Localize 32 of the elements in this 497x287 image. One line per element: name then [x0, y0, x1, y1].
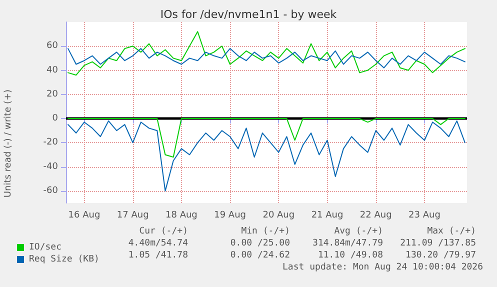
text: Max (-/+): [427, 226, 476, 236]
text: 0.00 /24.62: [230, 250, 290, 260]
x-tick-label: 19 Aug: [214, 210, 246, 220]
text: 314.84m/47.79: [312, 238, 383, 248]
y-tick-label: -60: [43, 186, 58, 196]
y-tick-label: 60: [46, 41, 58, 52]
x-tick-label: 17 Aug: [116, 210, 149, 220]
x-tick-label: 22 Aug: [360, 210, 392, 220]
text: Min (-/+): [241, 226, 290, 236]
text: Last update: Mon Aug 24 10:00:04 2026: [282, 262, 483, 272]
text: 11.10 /49.08: [318, 250, 383, 260]
x-tick-label: 20 Aug: [262, 210, 295, 220]
text: 0.00 /25.00: [230, 238, 290, 248]
x-tick-label: 18 Aug: [165, 210, 198, 220]
y-tick-label: 0: [52, 114, 58, 124]
y-tick-label: -40: [43, 162, 58, 172]
y-tick-label: -20: [43, 138, 58, 148]
y-tick-label: 20: [46, 89, 58, 100]
text: Avg (-/+): [334, 226, 383, 236]
x-tick-label: 23 Aug: [408, 210, 440, 220]
text: Cur (-/+): [139, 226, 188, 236]
legend-label: IO/sec: [29, 242, 62, 252]
x-tick-label: 21 Aug: [311, 210, 344, 220]
chart-title: IOs for /dev/nvme1n1 - by week: [160, 8, 338, 21]
text: 1.05 /41.78: [128, 250, 188, 260]
text: 4.40m/54.74: [128, 238, 188, 248]
y-tick-label: 40: [46, 65, 58, 76]
x-tick-label: 16 Aug: [68, 210, 100, 220]
text: 211.09 /137.85: [400, 238, 476, 248]
y-axis-title: Units read (-) / write (+): [4, 89, 14, 198]
legend-label: Req Size (KB): [29, 254, 100, 264]
text: 130.20 /79.97: [406, 250, 476, 260]
